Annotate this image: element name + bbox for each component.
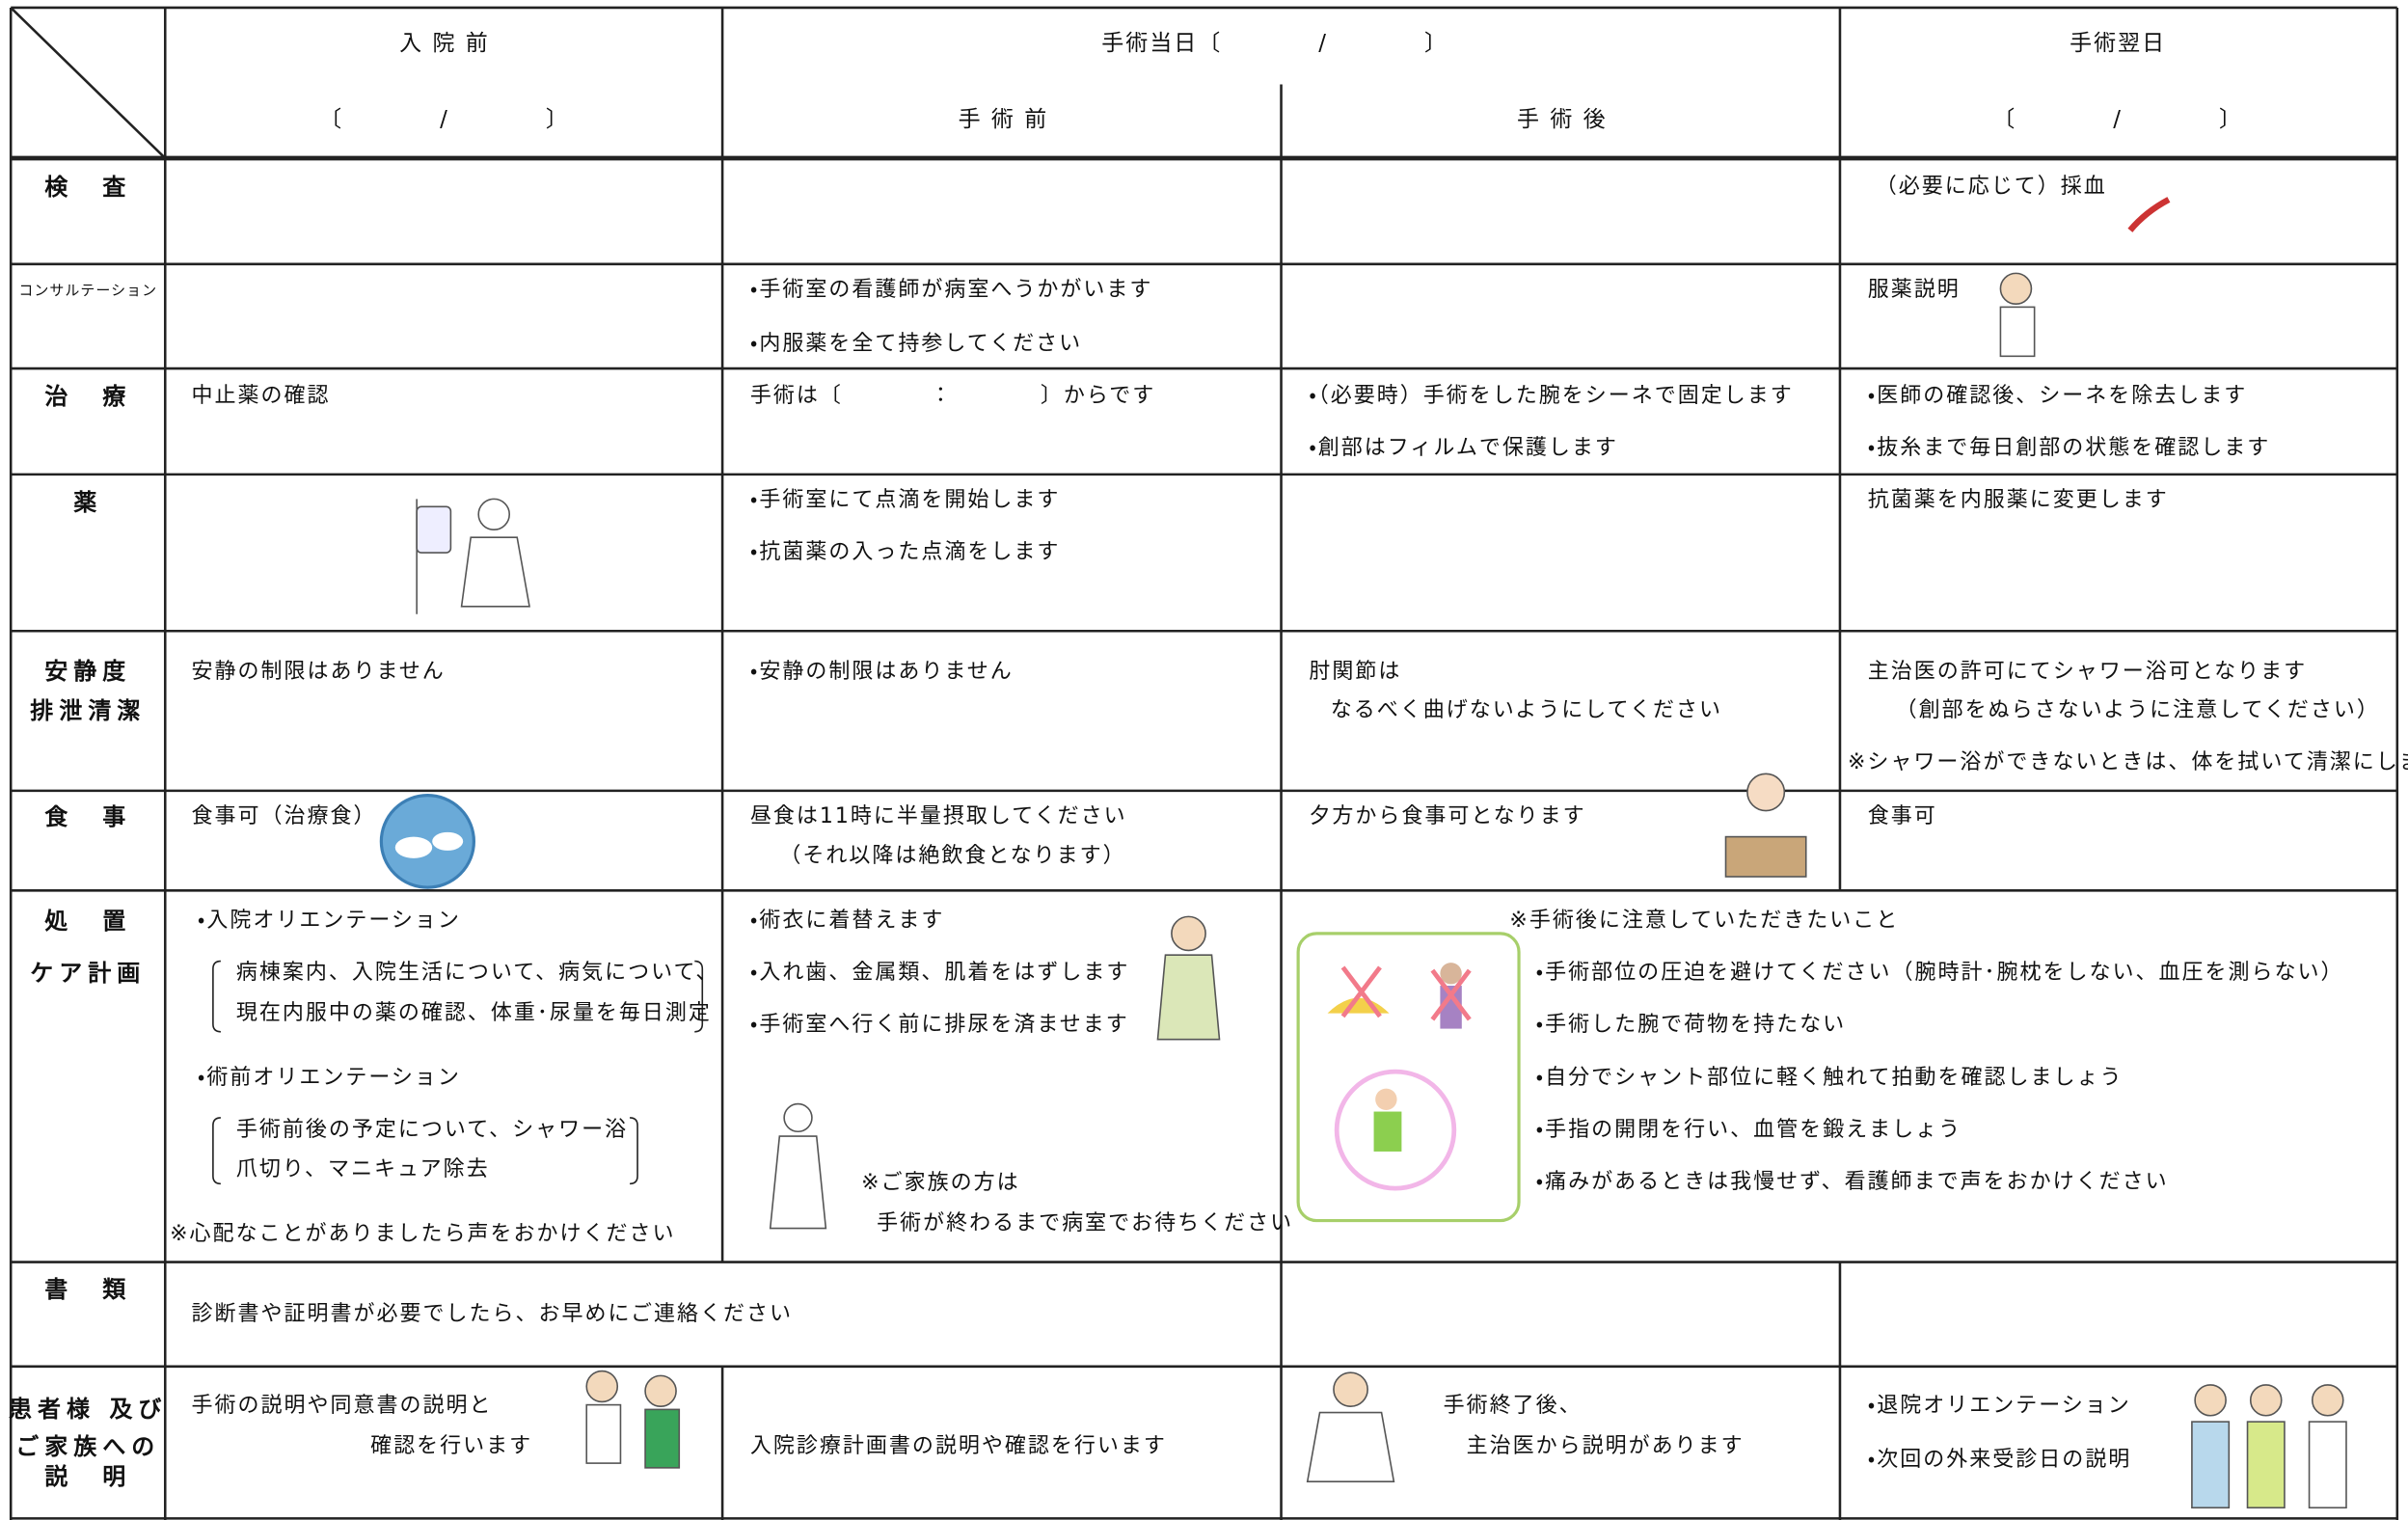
cell-text: ・創部はフィルムで保護します	[1309, 435, 1618, 460]
column-subheader: 〔 / 〕	[319, 107, 570, 133]
cell-text: 主治医の許可にてシャワー浴可となります	[1867, 660, 2308, 685]
cell-text: ・痛みがあるときは我慢せず、看護師まで声をおかけください	[1535, 1169, 2169, 1194]
cell-text: 手術は〔 ： 〕からです	[749, 383, 1156, 408]
row-label: 治 療	[44, 382, 132, 410]
cell-text: ・（必要時）手術をした腕をシーネで固定します	[1309, 383, 1794, 408]
cell-text: 手術が終わるまで病室でお待ちください	[877, 1210, 1294, 1235]
cell-text: ・自分でシャント部位に軽く触れて拍動を確認しましょう	[1535, 1065, 2124, 1090]
cell-text: 抗菌薬を内服薬に変更します	[1867, 487, 2169, 512]
row-label: ケア計画	[30, 960, 147, 988]
column-subheader: 〔 / 〕	[1992, 107, 2243, 133]
cell-text: （それ以降は絶飲食となります）	[779, 844, 1126, 869]
cell-text: ・安静の制限はありません	[749, 660, 1014, 685]
cell-text: ・手術室にて点滴を開始します	[749, 487, 1061, 512]
row-label: 食 事	[44, 802, 132, 830]
row-label: 排泄清潔	[30, 697, 147, 725]
cell-text: 手術の説明や同意書の説明と	[191, 1394, 493, 1419]
row-label: 安静度	[44, 657, 132, 685]
column-header: 手術翌日	[2070, 30, 2167, 56]
cell-text: （創部をぬらさないように注意してください）	[1895, 698, 2380, 723]
illustrations	[379, 197, 2347, 1509]
cell-text: 病棟案内、入院生活について、病気について、	[235, 961, 719, 986]
cell-text: ・手術室へ行く前に排尿を済ませます	[749, 1013, 1129, 1038]
cell-text: ・内服薬を全て持参してください	[749, 331, 1083, 356]
cell-text: ※ご家族の方は	[861, 1171, 1020, 1196]
column-header: 入 院 前	[399, 30, 490, 56]
cell-text: 肘関節は	[1309, 660, 1402, 685]
cell-text: 入院診療計画書の説明や確認を行います	[749, 1433, 1167, 1458]
cell-text: 中止薬の確認	[191, 383, 331, 408]
cell-text: 現在内服中の薬の確認、体重･尿量を毎日測定	[235, 1000, 712, 1025]
column-subheader: 手 術 後	[1517, 107, 1608, 133]
row-label: 説 明	[44, 1463, 132, 1491]
column-subheader: 手 術 前	[958, 107, 1049, 133]
cell-text: ・医師の確認後、シーネを除去します	[1867, 383, 2248, 408]
cell-text: ・術衣に着替えます	[749, 909, 945, 934]
cell-text: 手術終了後、	[1443, 1394, 1583, 1419]
cell-text: ・術前オリエンテーション	[197, 1065, 461, 1090]
cell-text: ・次回の外来受診日の説明	[1867, 1447, 2132, 1472]
cell-text: ・抜糸まで毎日創部の状態を確認します	[1867, 435, 2271, 460]
row-label: 処 置	[44, 908, 132, 936]
cell-text: ・入れ歯、金属類、肌着をはずします	[749, 961, 1130, 986]
cell-text: ※シャワー浴ができないときは、体を拭いて清潔にします	[1847, 750, 2408, 775]
cell-text: 主治医から説明があります	[1466, 1433, 1745, 1458]
cell-text: ・退院オリエンテーション	[1867, 1394, 2131, 1419]
cell-text: ※手術後に注意していただきたいこと	[1509, 909, 1900, 934]
cell-text: ・手指の開閉を行い、血管を鍛えましょう	[1535, 1117, 1962, 1142]
row-label: ご家族への	[15, 1432, 161, 1460]
cell-text: ・手術部位の圧迫を避けてください（腕時計･腕枕をしない、血圧を測らない）	[1535, 961, 2344, 986]
cell-text: 夕方から食事可となります	[1309, 803, 1586, 828]
cell-text: ・手術した腕で荷物を持たない	[1535, 1013, 1847, 1038]
row-label: 薬	[73, 488, 103, 516]
row-label: 患者様 及び	[9, 1396, 168, 1424]
row-label: コンサルテーション	[18, 281, 158, 299]
cell-text: 確認を行います	[370, 1433, 533, 1458]
cell-text: （必要に応じて）採血	[1875, 175, 2107, 200]
cell-text: 食事可	[1867, 803, 1937, 828]
cell-text: 手術前後の予定について、シャワー浴	[235, 1117, 629, 1142]
cell-text: ・手術室の看護師が病室へうかがいます	[749, 277, 1153, 302]
cell-text: 安静の制限はありません	[191, 660, 446, 685]
cell-text: ・抗菌薬の入った点滴をします	[749, 540, 1061, 565]
cell-text: 服薬説明	[1867, 277, 1961, 302]
cell-text: ※心配なことがありましたら声をおかけください	[170, 1221, 676, 1246]
cell-text: ・入院オリエンテーション	[197, 909, 461, 934]
cell-text: 診断書や証明書が必要でしたら、お早めにご連絡ください	[191, 1301, 794, 1326]
column-header: 手術当日〔 / 〕	[1101, 30, 1448, 56]
cell-text: 昼食は11時に半量摂取してください	[749, 803, 1127, 828]
cell-text: 爪切り、マニキュア除去	[235, 1157, 490, 1182]
row-label: 検 査	[44, 174, 132, 202]
cell-text: 食事可（治療食）	[191, 803, 377, 828]
cell-text: なるべく曲げないようにしてください	[1330, 698, 1722, 723]
row-label: 書 類	[44, 1276, 132, 1304]
